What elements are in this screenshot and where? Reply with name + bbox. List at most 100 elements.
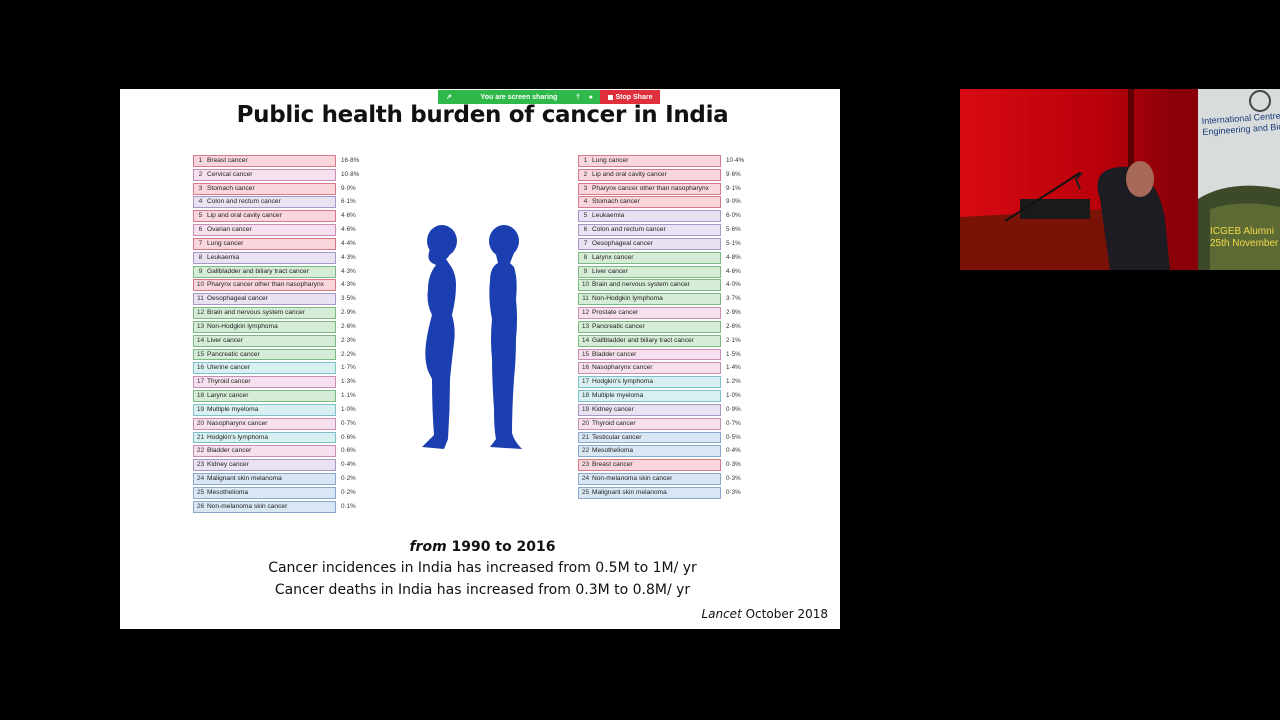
list-item: 6 Ovarian cancer 4·6% [193,224,393,237]
rank-number: 5 [198,212,203,220]
list-item: 10 Pharynx cancer other than nasopharynx 4… [193,279,393,292]
rank-number: 8 [198,253,203,261]
cancer-name: Hodgkin's lymphoma [207,433,268,441]
cancer-bar: 22 Mesothelioma [578,445,721,458]
percent-value: 9·1% [726,184,741,192]
list-item: 22 Mesothelioma 0·4% [578,445,778,458]
percent-value: 1·7% [341,364,356,372]
list-item: 13 Pancreatic cancer 2·6% [578,320,778,333]
percent-value: 4·6% [726,267,741,275]
cancer-name: Hodgkin's lymphoma [592,378,653,386]
list-item: 11 Oesophageal cancer 3·5% [193,293,393,306]
percent-value: 4·3% [341,253,356,261]
list-item: 12 Brain and nervous system cancer 2·9% [193,307,393,319]
video-frame [960,89,1280,270]
cancer-bar: 14 Liver cancer [193,334,336,347]
cancer-bar: 16 Nasopharynx cancer [578,362,721,375]
percent-value: 3·5% [341,295,356,303]
rank-number: 14 [196,336,205,344]
cancer-name: Thyroid cancer [207,378,251,386]
cancer-bar: 12 Brain and nervous system cancer [193,307,336,319]
rank-number: 22 [581,447,590,455]
percent-value: 0·2% [341,475,356,483]
cancer-name: Bladder cancer [592,350,637,358]
cancer-bar: 13 Pancreatic cancer [578,320,721,333]
list-item: 14 Liver cancer 2·3% [193,334,393,347]
cancer-bar: 23 Kidney cancer [193,459,336,472]
sharing-status[interactable]: ↗ You are screen sharing † ● [438,90,600,104]
cancer-name: Kidney cancer [207,461,249,469]
cancer-name: Multiple myeloma [207,405,259,413]
cancer-name: Gallbladder and biliary tract cancer [207,267,309,275]
cancer-name: Mesothelioma [207,488,249,496]
rank-number: 3 [583,184,588,192]
rank-number: 9 [583,267,588,275]
rank-number: 10 [196,281,205,289]
cancer-name: Leukaemia [207,253,240,261]
cancer-name: Liver cancer [207,336,243,344]
female-silhouette [422,225,457,449]
cancer-bar: 21 Testicular cancer [578,431,721,444]
rank-number: 1 [198,157,203,164]
percent-value: 0·7% [341,419,356,427]
cancer-name: Larynx cancer [592,253,634,261]
cancer-name: Malignant skin melanoma [207,475,282,483]
cancer-name: Oesophageal cancer [592,239,653,247]
cancer-bar: 21 Hodgkin's lymphoma [193,431,336,444]
mic-icon[interactable]: † [576,93,580,101]
list-item: 9 Liver cancer 4·6% [578,265,778,278]
caption-incidence: Cancer incidences in India has increased… [268,560,697,576]
cancer-bar: 18 Larynx cancer [193,390,336,402]
sharing-text: You are screen sharing [480,93,558,101]
percent-value: 1·0% [341,405,356,413]
female-cancer-list: 1 Breast cancer 16·8% 2 Cervical cancer 10·8%… [193,155,393,515]
pin-icon[interactable]: ↗ [446,94,452,101]
list-item: 2 Cervical cancer 10·8% [193,168,393,181]
cancer-name: Kidney cancer [592,405,634,413]
list-item: 14 Gallbladder and biliary tract cancer 2·… [578,334,778,347]
cancer-bar: 11 Oesophageal cancer [193,293,336,306]
percent-value: 1·2% [726,378,741,386]
cancer-name: Multiple myeloma [592,392,644,400]
cancer-name: Non-Hodgkin lymphoma [592,295,663,303]
percent-value: 4·6% [341,226,356,234]
rank-number: 25 [581,488,590,496]
list-item: 24 Malignant skin melanoma 0·2% [193,473,393,485]
shared-slide: Public health burden of cancer in India … [120,89,840,629]
rank-number: 23 [196,461,205,469]
banner-line-4: 25th November [1210,238,1279,249]
list-item: 2 Lip and oral cavity cancer 9·6% [578,168,778,181]
cancer-name: Colon and rectum cancer [207,198,281,206]
percent-value: 6·1% [341,198,356,206]
cancer-bar: 24 Malignant skin melanoma [193,473,336,485]
percent-value: 5·1% [726,239,741,247]
percent-value: 2·1% [726,336,741,344]
stop-icon [607,94,613,100]
cancer-bar: 22 Bladder cancer [193,445,336,458]
rank-number: 6 [583,226,588,234]
cancer-name: Lip and oral cavity cancer [207,212,282,220]
rank-number: 12 [581,309,590,317]
list-item: 24 Non-melanoma skin cancer 0·3% [578,473,778,485]
rank-number: 24 [196,475,205,483]
cancer-name: Cervical cancer [207,170,253,178]
stop-share-button[interactable]: Stop Share [600,90,660,104]
list-item: 4 Stomach cancer 9·0% [578,196,778,209]
percent-value: 1·4% [726,364,741,372]
slide-title: Public health burden of cancer in India [236,102,729,128]
list-item: 18 Multiple myeloma 1·0% [578,390,778,402]
cancer-name: Colon and rectum cancer [592,226,666,234]
rank-number: 11 [582,295,589,303]
rank-number: 20 [581,419,590,427]
cancer-bar: 25 Malignant skin melanoma [578,486,721,499]
shield-icon[interactable]: ● [588,93,593,101]
list-item: 13 Non-Hodgkin lymphoma 2·6% [193,320,393,333]
percent-value: 4·3% [341,281,356,289]
cancer-bar: 17 Thyroid cancer [193,376,336,389]
percent-value: 0·5% [726,433,741,441]
percent-value: 0·2% [341,488,356,496]
rank-number: 19 [196,405,205,413]
cancer-bar: 19 Kidney cancer [578,403,721,416]
rank-number: 14 [581,336,590,344]
list-item: 3 Stomach cancer 9·0% [193,182,393,195]
